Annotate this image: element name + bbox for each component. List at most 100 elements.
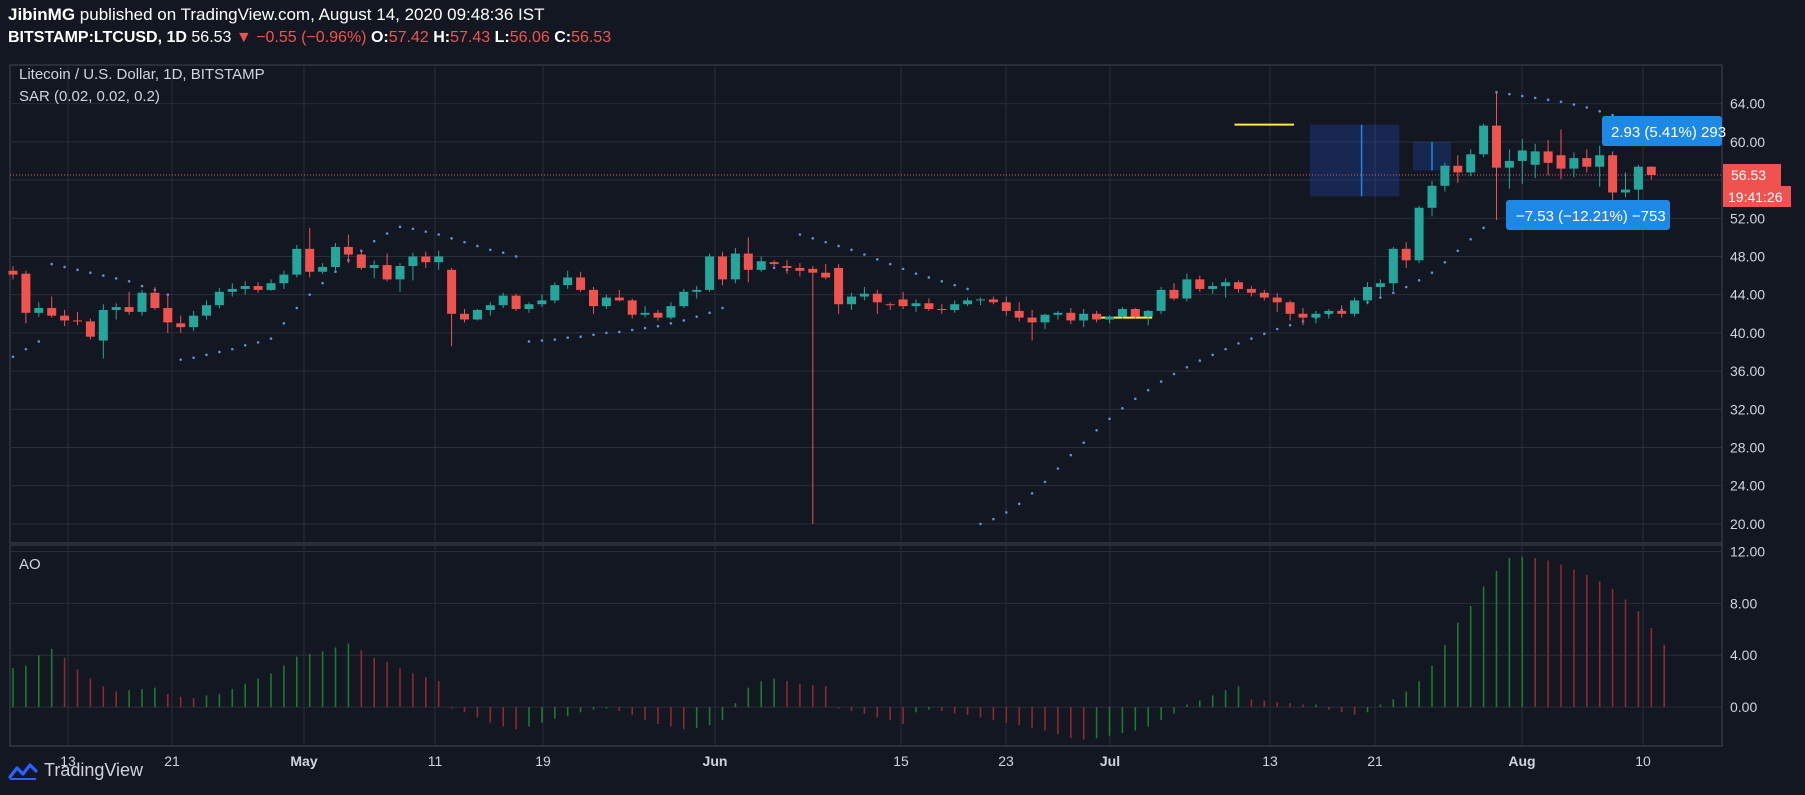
candle-body[interactable] [253,286,263,290]
candle-body[interactable] [279,274,289,284]
candle-body[interactable] [1363,287,1372,301]
candle-body[interactable] [627,300,637,315]
candle-body[interactable] [408,256,418,267]
candle-body[interactable] [1272,297,1282,303]
candle-body[interactable] [1195,279,1205,289]
candle-body[interactable] [1517,150,1527,161]
candle-body[interactable] [1479,125,1489,155]
candle-body[interactable] [421,256,431,263]
candle-body[interactable] [331,246,340,267]
candle-body[interactable] [1285,302,1295,314]
candle-body[interactable] [1608,155,1618,193]
candle-body[interactable] [292,248,302,275]
candle-body[interactable] [924,303,934,309]
candle-body[interactable] [1182,279,1192,299]
candle-body[interactable] [163,308,173,323]
candle-body[interactable] [1466,154,1476,173]
candle-body[interactable] [318,266,328,272]
candle-body[interactable] [1234,282,1243,289]
candle-body[interactable] [1595,155,1605,167]
candle-body[interactable] [1143,310,1153,317]
candle-body[interactable] [1324,310,1334,314]
candle-body[interactable] [950,304,960,310]
candle-body[interactable] [150,292,160,309]
candle-body[interactable] [1633,166,1643,190]
candle-body[interactable] [1027,317,1037,323]
candle-body[interactable] [937,309,947,310]
candle-body[interactable] [1427,185,1437,208]
candle-body[interactable] [1169,289,1179,299]
candle-body[interactable] [485,305,495,310]
candle-body[interactable] [447,269,457,314]
candle-body[interactable] [1504,160,1514,168]
candle-body[interactable] [1414,207,1424,261]
candle-body[interactable] [1453,165,1463,173]
candle-body[interactable] [782,266,792,268]
candle-body[interactable] [1530,151,1540,165]
candle-body[interactable] [576,277,586,290]
symbol-name[interactable]: BITSTAMP:LTCUSD, 1D [8,29,187,46]
candle-body[interactable] [1130,309,1140,317]
candle-body[interactable] [911,303,921,307]
candle-body[interactable] [1337,310,1347,314]
candle-body[interactable] [1001,302,1011,311]
candle-body[interactable] [795,267,805,271]
candle-body[interactable] [1221,282,1231,287]
candle-body[interactable] [111,307,121,310]
candle-body[interactable] [1646,166,1656,175]
candle-body[interactable] [240,286,250,289]
candle-body[interactable] [343,246,353,255]
candle-body[interactable] [1582,158,1592,167]
candle-body[interactable] [369,265,379,268]
candle-body[interactable] [21,273,31,313]
ao-indicator-label[interactable]: AO [19,556,41,573]
candle-body[interactable] [137,292,147,312]
candle-body[interactable] [601,297,611,307]
candle-body[interactable] [1246,288,1256,293]
candle-body[interactable] [511,295,521,309]
candle-body[interactable] [847,296,856,305]
candle-body[interactable] [356,254,366,268]
candle-body[interactable] [1388,248,1398,284]
candle-body[interactable] [1092,313,1102,320]
candle-body[interactable] [589,289,598,307]
candle-body[interactable] [395,266,405,280]
candle-body[interactable] [460,313,469,320]
candle-body[interactable] [1440,165,1450,186]
candle-body[interactable] [382,265,392,280]
candle-body[interactable] [550,285,560,301]
candle-body[interactable] [176,323,186,328]
candle-body[interactable] [498,295,508,306]
candle-body[interactable] [1401,248,1411,261]
measure-down-zone[interactable] [1309,124,1400,197]
candle-body[interactable] [60,315,70,321]
candle-body[interactable] [434,256,444,263]
candle-body[interactable] [653,312,663,318]
candle-body[interactable] [756,261,766,270]
candle-body[interactable] [743,253,753,270]
candle-body[interactable] [1298,313,1308,318]
candle-body[interactable] [524,304,534,309]
candle-body[interactable] [1066,312,1076,321]
candle-body[interactable] [1621,189,1630,193]
sar-indicator-label[interactable]: SAR (0.02, 0.02, 0.2) [19,88,160,105]
candle-body[interactable] [885,304,895,306]
candle-body[interactable] [1556,155,1566,169]
candle-body[interactable] [821,272,831,278]
candle-body[interactable] [563,277,573,286]
candle-body[interactable] [124,307,134,312]
candle-body[interactable] [1350,300,1360,314]
candle-body[interactable] [305,248,315,272]
candle-body[interactable] [1105,316,1114,320]
candle-body[interactable] [1053,312,1063,315]
candle-body[interactable] [872,293,882,303]
candle-body[interactable] [227,288,237,292]
candle-body[interactable] [1569,158,1579,169]
candle-body[interactable] [1040,314,1050,323]
candle-body[interactable] [98,309,108,341]
candle-body[interactable] [1543,151,1553,163]
candle-body[interactable] [202,305,211,316]
candle-body[interactable] [1117,309,1127,317]
candle-body[interactable] [266,283,276,290]
author-name[interactable]: JibinMG [8,5,76,24]
